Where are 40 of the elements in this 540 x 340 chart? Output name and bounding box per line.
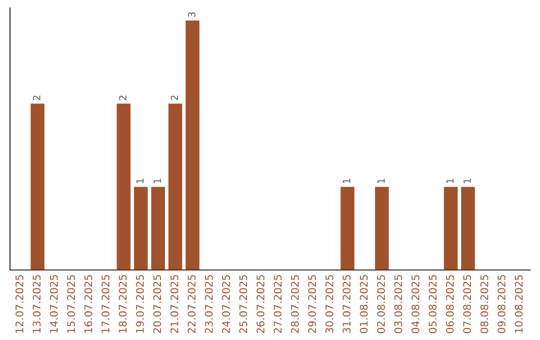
data-label: 1 bbox=[136, 178, 144, 183]
x-tick-label: 17.07.2025 bbox=[102, 275, 110, 333]
x-tick-label: 01.08.2025 bbox=[360, 275, 368, 334]
data-label: 1 bbox=[464, 178, 471, 183]
x-tick-label: 13.07.2025 bbox=[32, 275, 41, 333]
x-tick-label: 16.07.2025 bbox=[84, 275, 92, 333]
x-tick-label: 02.08.2025 bbox=[377, 275, 385, 334]
x-tick-label: 12.07.2025 bbox=[15, 275, 24, 333]
x-tick-label: 18.07.2025 bbox=[118, 275, 127, 333]
x-tick-label: 29.07.2025 bbox=[308, 275, 316, 334]
x-tick-label: 28.07.2025 bbox=[290, 275, 299, 334]
x-tick-label: 21.07.2025 bbox=[170, 275, 178, 334]
x-tick-label: 06.08.2025 bbox=[446, 275, 454, 334]
x-tick-label: 22.07.2025 bbox=[188, 275, 196, 334]
x-tick-label: 10.08.2025 bbox=[514, 275, 523, 333]
data-label: 1 bbox=[154, 178, 161, 183]
x-tick-label: 23.07.2025 bbox=[204, 275, 213, 334]
x-tick-label: 27.07.2025 bbox=[274, 275, 282, 334]
x-tick-label: 07.08.2025 bbox=[463, 275, 472, 334]
x-tick-label: 19.07.2025 bbox=[136, 275, 144, 333]
x-tick-label: 05.08.2025 bbox=[428, 275, 437, 334]
data-label: 1 bbox=[343, 178, 350, 183]
x-tick-label: 20.07.2025 bbox=[153, 275, 162, 334]
x-tick-label: 15.07.2025 bbox=[67, 275, 76, 333]
data-label: 2 bbox=[33, 96, 40, 100]
x-tick-label: 09.08.2025 bbox=[498, 275, 506, 334]
x-tick-label: 24.07.2025 bbox=[222, 275, 230, 334]
x-tick-label: 30.07.2025 bbox=[325, 275, 334, 334]
x-tick-label: 31.07.2025 bbox=[342, 275, 351, 334]
data-label: 1 bbox=[378, 178, 385, 183]
x-tick-label: 03.08.2025 bbox=[394, 275, 402, 334]
data-label: 2 bbox=[170, 96, 178, 100]
x-tick-label: 08.08.2025 bbox=[480, 275, 488, 334]
data-label: 2 bbox=[119, 96, 126, 100]
x-tick-label: 14.07.2025 bbox=[50, 275, 58, 333]
data-label: 1 bbox=[446, 178, 454, 183]
x-tick-label: 04.08.2025 bbox=[412, 275, 420, 334]
x-tick-label: 26.07.2025 bbox=[256, 275, 264, 334]
data-label: 3 bbox=[188, 12, 196, 17]
x-tick-label: 25.07.2025 bbox=[239, 275, 248, 334]
